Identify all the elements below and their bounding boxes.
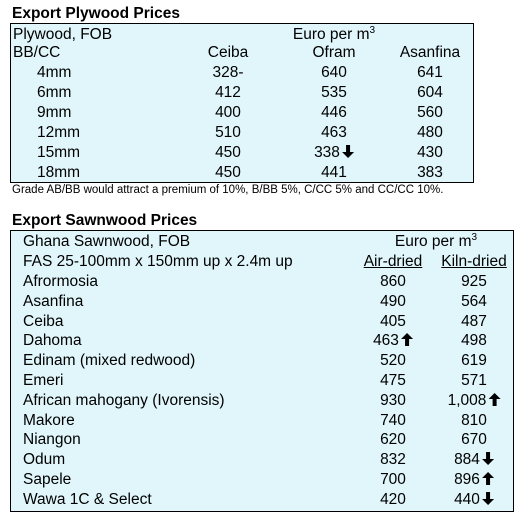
sawnwood-species: Niangon [23,431,81,449]
sawnwood-price-kiln-dried: 619 [461,352,487,370]
plywood-heading: Export Plywood Prices [12,5,180,22]
plywood-price-asanfina: 480 [417,124,443,141]
trend-down-icon [481,491,494,505]
plywood-price-asanfina: 383 [417,164,443,181]
plywood-size: 15mm [37,144,81,161]
plywood-price-ofram: 535 [321,84,347,101]
sawnwood-price-kiln-dried: 925 [461,273,487,290]
plywood-price-ceiba: 400 [215,104,241,121]
plywood-size: 4mm [37,64,72,81]
plywood-grade: BB/CC [13,44,61,61]
sawnwood-unit: Euro per m3 [394,231,478,250]
trend-down-icon [481,452,494,466]
sawnwood-price-air-dried: 463 [373,332,413,350]
sawnwood-species: Odum [23,451,66,469]
sawnwood-species: Emeri [23,372,64,389]
plywood-price-ceiba: 510 [215,124,241,141]
column-header-ceiba: Ceiba [207,44,249,61]
column-header-air-dried: Air-dried [363,253,423,270]
sawnwood-price-kiln-dried: 440 [454,491,494,509]
plywood-size: 9mm [37,104,72,121]
sawnwood-species: Sapele [23,471,72,488]
sawnwood-price-air-dried: 490 [380,292,406,310]
sawnwood-species: Edinam (mixed redwood) [23,352,196,370]
sawnwood-price-kiln-dried: 1,008 [448,392,501,410]
plywood-size: 6mm [37,84,72,101]
sawnwood-heading: Export Sawnwood Prices [12,212,198,229]
plywood-price-ofram: 446 [321,104,347,121]
sawnwood-species: Asanfina [23,292,84,310]
sawnwood-price-kiln-dried: 487 [461,312,487,330]
sawnwood-price-air-dried: 740 [380,411,406,429]
plywood-title: Plywood, FOB [13,26,113,43]
plywood-price-asanfina: 430 [417,144,443,161]
plywood-price-ofram: 338 [314,144,354,162]
plywood-price-ofram: 463 [321,124,347,141]
sawnwood-spec: FAS 25-100mm x 150mm up x 2.4m up [23,253,293,270]
column-header-ofram: Ofram [312,44,356,61]
sawnwood-price-air-dried: 860 [380,273,406,290]
plywood-size: 18mm [37,164,81,181]
sawnwood-price-kiln-dried: 884 [454,451,494,469]
sawnwood-price-air-dried: 930 [380,391,406,409]
sawnwood-price-air-dried: 620 [380,431,406,449]
column-header-asanfina: Asanfina [399,44,461,61]
sawnwood-species: Dahoma [23,332,82,350]
plywood-price-ceiba: 412 [215,84,241,101]
sawnwood-species: Afrormosia [23,273,98,290]
sawnwood-price-kiln-dried: 810 [461,411,487,429]
trend-up-icon [488,392,501,406]
grade-premium-note: Grade AB/BB would attract a premium of 1… [12,184,444,196]
sawnwood-species: Makore [23,411,75,429]
sawnwood-price-air-dried: 405 [380,312,406,330]
sawnwood-species: Ceiba [23,312,64,330]
trend-up-icon [481,472,494,485]
sawnwood-price-kiln-dried: 670 [461,431,487,449]
sawnwood-price-kiln-dried: 564 [461,292,487,310]
sawnwood-price-kiln-dried: 498 [461,332,487,350]
plywood-price-asanfina: 560 [417,104,443,121]
plywood-price-ceiba: 450 [215,144,241,161]
plywood-unit: Euro per m3 [292,24,376,43]
plywood-size: 12mm [37,124,81,141]
plywood-price-ofram: 441 [321,164,347,181]
trend-down-icon [341,145,354,158]
sawnwood-price-air-dried: 520 [380,352,406,370]
sawnwood-table: Ghana Sawnwood, FOB Euro per m3 FAS 25-1… [10,230,514,512]
plywood-price-asanfina: 604 [417,84,443,101]
sawnwood-species: African mahogany (Ivorensis) [23,391,225,409]
sawnwood-price-air-dried: 475 [380,372,406,389]
column-header-kiln-dried: Kiln-dried [441,253,507,270]
plywood-price-ceiba: 450 [215,164,241,181]
plywood-price-asanfina: 641 [417,64,443,81]
plywood-table: Plywood, FOB Euro per m3 BB/CC Ceiba Ofr… [10,23,474,183]
sawnwood-title: Ghana Sawnwood, FOB [23,233,191,250]
plywood-price-ofram: 640 [321,64,347,81]
trend-up-icon [400,333,413,347]
sawnwood-species: Wawa 1C & Select [23,490,152,508]
sawnwood-price-air-dried: 832 [380,451,406,469]
sawnwood-price-air-dried: 420 [380,490,406,508]
sawnwood-price-kiln-dried: 571 [461,372,487,389]
plywood-price-ceiba: 328- [212,64,244,81]
sawnwood-price-kiln-dried: 896 [454,471,494,489]
sawnwood-price-air-dried: 700 [380,471,406,488]
